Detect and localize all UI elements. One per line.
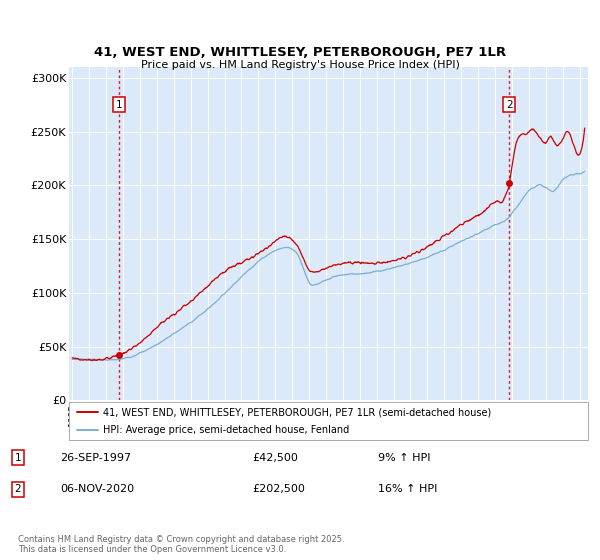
Text: 41, WEST END, WHITTLESEY, PETERBOROUGH, PE7 1LR (semi-detached house): 41, WEST END, WHITTLESEY, PETERBOROUGH, … (103, 407, 491, 417)
Text: Price paid vs. HM Land Registry's House Price Index (HPI): Price paid vs. HM Land Registry's House … (140, 60, 460, 70)
Text: 1: 1 (14, 452, 22, 463)
Text: 1: 1 (115, 100, 122, 110)
Text: 26-SEP-1997: 26-SEP-1997 (60, 452, 131, 463)
Text: 2: 2 (506, 100, 513, 110)
Text: Contains HM Land Registry data © Crown copyright and database right 2025.
This d: Contains HM Land Registry data © Crown c… (18, 535, 344, 554)
Text: HPI: Average price, semi-detached house, Fenland: HPI: Average price, semi-detached house,… (103, 425, 349, 435)
Text: 06-NOV-2020: 06-NOV-2020 (60, 484, 134, 494)
Text: 16% ↑ HPI: 16% ↑ HPI (378, 484, 437, 494)
Text: 41, WEST END, WHITTLESEY, PETERBOROUGH, PE7 1LR: 41, WEST END, WHITTLESEY, PETERBOROUGH, … (94, 46, 506, 59)
Text: 9% ↑ HPI: 9% ↑ HPI (378, 452, 431, 463)
Text: £42,500: £42,500 (252, 452, 298, 463)
Text: £202,500: £202,500 (252, 484, 305, 494)
Text: 2: 2 (14, 484, 22, 494)
